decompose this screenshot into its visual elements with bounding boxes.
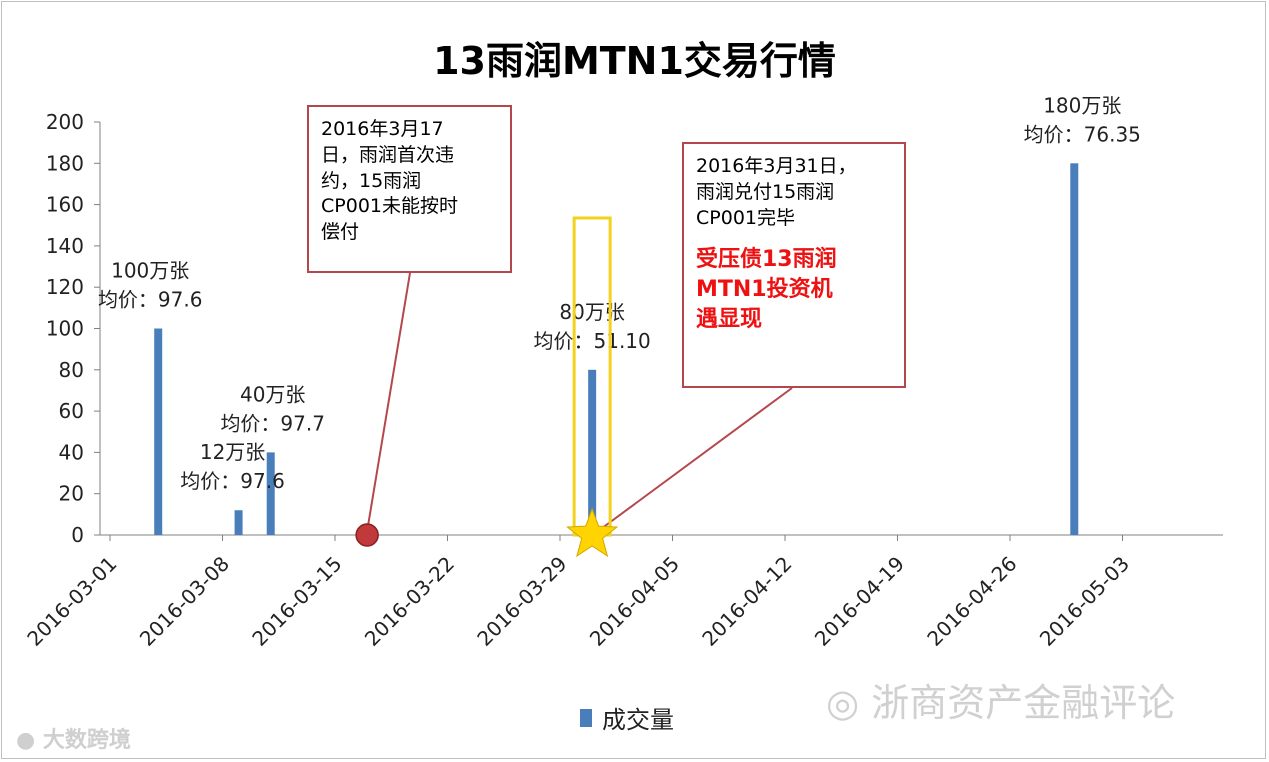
star-marker	[566, 507, 619, 558]
wechat-icon: ◎	[826, 681, 860, 725]
bar	[234, 510, 243, 535]
bar	[588, 369, 597, 535]
x-tick-label: 2016-05-03	[1035, 552, 1134, 651]
data-label-price: 均价：97.6	[98, 288, 203, 312]
data-labels: 100万张均价：97.612万张均价：97.640万张均价：97.780万张均价…	[98, 93, 1141, 493]
callout-repayment-line-3: CP001完毕	[696, 206, 795, 229]
data-label-volume: 100万张	[111, 259, 189, 283]
bar	[266, 452, 275, 535]
axes	[94, 121, 1223, 541]
y-tick-label: 80	[59, 358, 84, 382]
callout-highlight-line-3: 遇显现	[696, 306, 763, 332]
y-tick-label: 200	[46, 110, 84, 134]
data-label-price: 均价：51.10	[534, 329, 651, 353]
y-tick-label: 0	[71, 523, 84, 547]
logo-icon: ●	[16, 728, 36, 753]
y-tick-label: 160	[46, 193, 84, 217]
callout-repayment-line-1: 2016年3月31日，	[696, 155, 857, 177]
y-tick-label: 100	[46, 317, 84, 341]
legend: 成交量	[580, 700, 674, 735]
data-label-volume: 80万张	[559, 300, 624, 324]
callout-default-line-3: 约，15雨润	[321, 169, 422, 192]
y-tick-label: 20	[59, 482, 84, 506]
callout-default-line-2: 日，雨润首次违	[321, 143, 455, 166]
x-tick-label: 2016-03-15	[247, 552, 346, 651]
bar	[1070, 163, 1079, 536]
watermark-right-text: 浙商资产金融评论	[871, 681, 1176, 725]
data-label-price: 均价：76.35	[1024, 122, 1141, 146]
callout-repayment-line-2: 雨润兑付15雨润	[696, 180, 835, 203]
x-tick-label: 2016-03-08	[135, 552, 234, 651]
callout-default-line-1: 2016年3月17	[321, 118, 444, 140]
watermark-right: ◎ 浙商资产金融评论	[826, 672, 1175, 727]
x-tick-label: 2016-04-26	[922, 552, 1021, 651]
bar	[154, 328, 163, 535]
y-tick-label: 140	[46, 234, 84, 258]
legend-swatch	[580, 708, 592, 727]
data-label-volume: 180万张	[1043, 93, 1121, 117]
chart-title: 13雨润MTN1交易行情	[433, 39, 836, 83]
x-tick-label: 2016-03-29	[472, 552, 571, 651]
x-tick-label: 2016-04-05	[585, 552, 684, 651]
y-tick-label: 60	[59, 399, 84, 423]
callout-repayment: 2016年3月31日， 雨润兑付15雨润 CP001完毕 受压债13雨润 MTN…	[682, 142, 906, 388]
x-tick-label: 2016-04-19	[810, 552, 909, 651]
y-tick-label: 180	[46, 151, 84, 175]
callout-repayment-connector	[597, 387, 793, 532]
data-label-volume: 12万张	[200, 440, 265, 464]
callout-default-connector	[366, 272, 411, 532]
callout-default-line-5: 偿付	[321, 221, 360, 244]
y-tick-label: 40	[59, 440, 84, 464]
x-tick-label: 2016-03-22	[360, 552, 459, 651]
callout-highlight-line-2: MTN1投资机	[696, 277, 833, 303]
y-tick-label: 120	[46, 275, 84, 299]
callout-default: 2016年3月17 日，雨润首次违 约，15雨润 CP001未能按时 偿付	[307, 105, 512, 273]
data-label-price: 均价：97.7	[220, 411, 325, 435]
legend-label: 成交量	[602, 706, 674, 734]
watermark-left: ● 大数跨境	[16, 722, 131, 754]
callout-highlight-line-1: 受压债13雨润	[696, 247, 837, 273]
x-tick-label: 2016-03-01	[22, 552, 121, 651]
bars	[154, 163, 1079, 536]
data-label-volume: 40万张	[240, 382, 305, 406]
event-circle-marker	[355, 523, 379, 547]
watermark-left-text: 大数跨境	[42, 728, 131, 753]
callout-default-line-4: CP001未能按时	[321, 195, 458, 218]
x-tick-label: 2016-04-12	[697, 552, 796, 651]
data-label-price: 均价：97.6	[180, 469, 285, 493]
event-markers	[355, 216, 619, 558]
callout-connectors	[366, 272, 793, 532]
callout-spacer	[696, 231, 892, 245]
